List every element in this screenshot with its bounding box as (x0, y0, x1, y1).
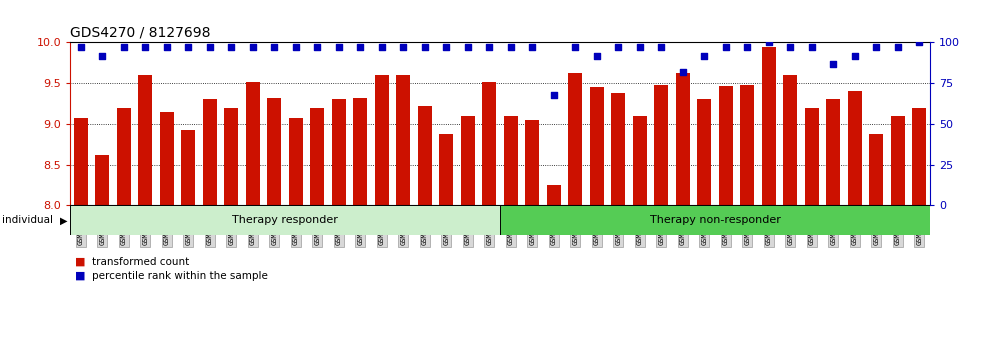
Bar (117, 108, 131, 205)
Bar (353, 98, 367, 205)
Point (223, 45, 239, 50)
Bar (332, 99, 346, 205)
Bar (826, 99, 840, 205)
Point (868, 45, 884, 50)
Point (309, 45, 325, 50)
Bar (439, 134, 453, 205)
Point (546, 92, 562, 97)
Text: Therapy responder: Therapy responder (232, 215, 338, 225)
Point (116, 45, 132, 50)
Point (73, 45, 89, 50)
Bar (719, 86, 733, 205)
Text: ■: ■ (75, 257, 86, 267)
Text: percentile rank within the sample: percentile rank within the sample (92, 271, 268, 281)
Point (159, 45, 175, 50)
Text: GDS4270 / 8127698: GDS4270 / 8127698 (70, 26, 210, 40)
Point (503, 45, 519, 50)
Point (696, 53, 712, 58)
Point (202, 45, 218, 50)
Text: individual: individual (2, 215, 53, 225)
Bar (267, 98, 281, 205)
Bar (461, 116, 475, 205)
Point (524, 45, 540, 50)
Bar (375, 75, 389, 205)
Point (245, 45, 261, 50)
Bar (310, 108, 324, 205)
Bar (138, 75, 152, 205)
Bar (912, 108, 926, 205)
Point (94, 53, 110, 58)
Bar (547, 185, 561, 205)
Point (610, 45, 626, 50)
Bar (676, 73, 690, 205)
Point (675, 69, 691, 75)
Point (438, 45, 454, 50)
Bar (418, 106, 432, 205)
Point (352, 45, 368, 50)
Bar (590, 87, 604, 205)
Point (481, 45, 497, 50)
Bar (482, 81, 496, 205)
Bar (805, 108, 819, 205)
Bar (504, 116, 518, 205)
Point (589, 53, 605, 58)
Bar (74, 118, 88, 205)
Bar (783, 75, 797, 205)
Bar (246, 81, 260, 205)
Bar (697, 99, 711, 205)
Point (180, 45, 196, 50)
Point (782, 45, 798, 50)
Point (847, 53, 863, 58)
Point (653, 45, 669, 50)
Bar (611, 93, 625, 205)
Bar (633, 116, 647, 205)
Bar (762, 47, 776, 205)
Text: transformed count: transformed count (92, 257, 189, 267)
Point (761, 40, 777, 45)
Point (266, 45, 282, 50)
Point (911, 40, 927, 45)
Bar (568, 73, 582, 205)
Point (890, 45, 906, 50)
Bar (869, 134, 883, 205)
Bar (289, 118, 303, 205)
Point (395, 45, 411, 50)
Point (137, 45, 153, 50)
Bar (654, 85, 668, 205)
Point (460, 45, 476, 50)
Bar (181, 130, 195, 205)
Text: ■: ■ (75, 271, 86, 281)
Bar (95, 155, 109, 205)
Point (374, 45, 390, 50)
Bar (203, 99, 217, 205)
Point (288, 45, 304, 50)
Point (825, 61, 841, 67)
Point (417, 45, 433, 50)
Bar (396, 75, 410, 205)
Point (718, 45, 734, 50)
Bar (160, 112, 174, 205)
Bar (525, 120, 539, 205)
Point (804, 45, 820, 50)
Point (739, 45, 755, 50)
Text: ▶: ▶ (60, 215, 68, 225)
Bar (891, 116, 905, 205)
Point (567, 45, 583, 50)
Bar (848, 91, 862, 205)
Bar (740, 85, 754, 205)
Text: Therapy non-responder: Therapy non-responder (650, 215, 780, 225)
Point (331, 45, 347, 50)
Bar (224, 108, 238, 205)
Point (632, 45, 648, 50)
